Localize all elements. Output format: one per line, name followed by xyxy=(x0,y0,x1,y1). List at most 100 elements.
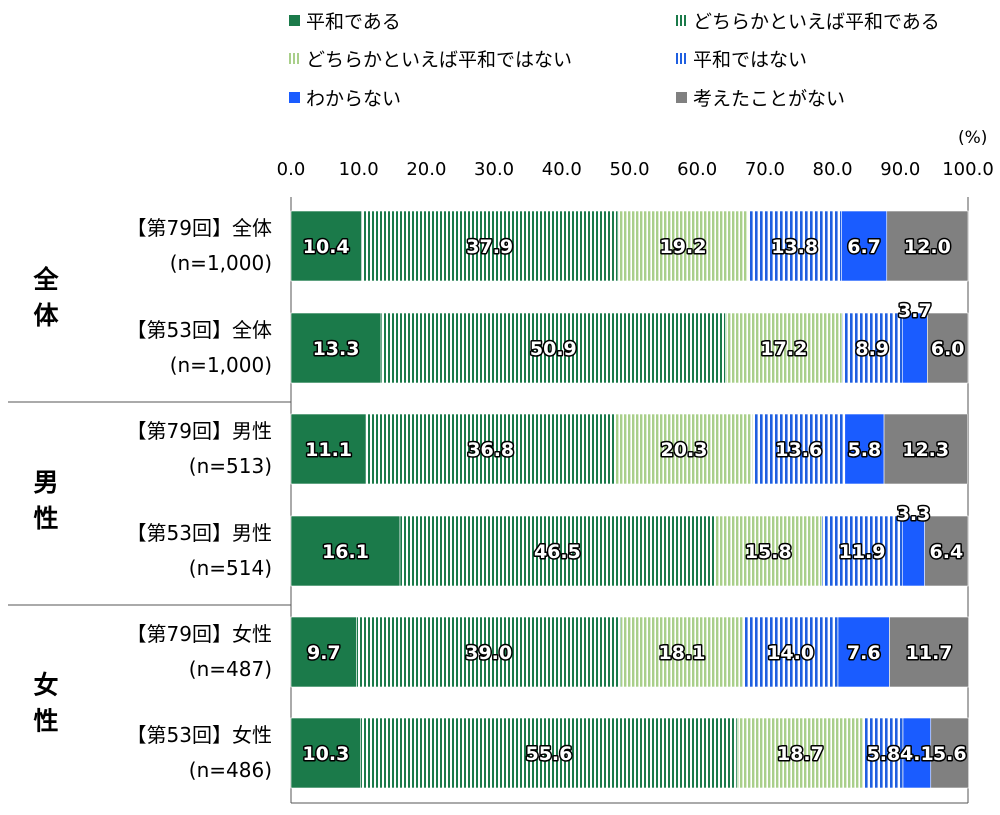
data-label: 16.1 xyxy=(322,541,369,563)
bar-segment xyxy=(886,210,969,282)
bar-segment xyxy=(747,210,842,282)
data-label: 12.0 xyxy=(904,236,951,258)
bar-segment xyxy=(930,717,969,789)
data-label: 11.7 xyxy=(906,642,953,664)
data-label: 18.7 xyxy=(777,743,824,765)
bar-segment xyxy=(837,616,890,688)
legend-label: どちらかといえば平和ではない xyxy=(306,48,573,71)
bar-segment xyxy=(290,210,362,282)
row-n-label: (n=1,000) xyxy=(170,251,272,275)
bar-segment xyxy=(725,312,843,384)
x-tick-label: 0.0 xyxy=(277,159,306,180)
x-tick-label: 60.0 xyxy=(677,159,717,180)
data-label: 55.6 xyxy=(525,743,572,765)
x-tick-label: 50.0 xyxy=(609,159,649,180)
data-label: 20.3 xyxy=(661,439,708,461)
bar-segment xyxy=(821,515,903,587)
data-label: 37.9 xyxy=(466,236,513,258)
data-label: 5.6 xyxy=(933,743,967,765)
bar-segment xyxy=(736,717,865,789)
legend-swatch xyxy=(289,52,300,64)
bar-segment xyxy=(361,210,619,282)
legend-label: どちらかといえば平和である xyxy=(693,10,940,33)
group-label: 全 xyxy=(32,265,59,294)
row-label: 【第79回】男性 xyxy=(127,419,272,443)
data-label: 15.8 xyxy=(745,541,792,563)
legend-item: わからない xyxy=(289,84,401,110)
data-label: 13.8 xyxy=(771,236,818,258)
data-label: 8.9 xyxy=(855,338,889,360)
data-label: 10.3 xyxy=(302,743,349,765)
group-label: 女 xyxy=(33,671,58,700)
group-label: 性 xyxy=(33,707,58,736)
data-label: 7.6 xyxy=(847,642,881,664)
group-label: 性 xyxy=(33,504,58,533)
legend-item: 平和である xyxy=(289,7,401,33)
data-label: 13.3 xyxy=(313,338,360,360)
data-label: 18.1 xyxy=(659,642,706,664)
data-label: 6.7 xyxy=(847,236,881,258)
data-label: 3.3 xyxy=(897,503,931,525)
bar-segment xyxy=(290,312,382,384)
bar-segment xyxy=(902,312,928,384)
bar-segment xyxy=(883,413,968,485)
x-tick-label: 30.0 xyxy=(474,159,514,180)
data-label: 5.8 xyxy=(848,439,882,461)
bar-segment xyxy=(617,210,749,282)
legend-item: 平和ではない xyxy=(676,45,807,71)
legend-label: 平和である xyxy=(306,10,401,33)
data-label: 13.6 xyxy=(775,439,822,461)
bar-segment xyxy=(841,210,888,282)
bar-segment xyxy=(614,413,754,485)
bar-segment xyxy=(380,312,726,384)
bar-segment xyxy=(290,515,401,587)
x-tick-label: 10.0 xyxy=(339,159,379,180)
bar-segment xyxy=(752,413,846,485)
x-tick-label: 20.0 xyxy=(406,159,446,180)
data-label: 11.1 xyxy=(305,439,352,461)
row-n-label: (n=513) xyxy=(189,454,272,478)
data-label: 14.0 xyxy=(767,642,814,664)
data-label: 3.7 xyxy=(898,300,932,322)
bar-segment xyxy=(844,413,885,485)
row-label: 【第53回】女性 xyxy=(127,723,272,747)
bar-segment xyxy=(714,515,823,587)
bar-segment xyxy=(290,413,367,485)
x-tick-label: 90.0 xyxy=(880,159,920,180)
legend-item: どちらかといえば平和である xyxy=(676,7,940,33)
bar-segment xyxy=(927,312,969,384)
legend-swatch xyxy=(289,14,300,26)
bar-segment xyxy=(742,616,839,688)
row-label: 【第53回】男性 xyxy=(127,521,272,545)
legend-label: 考えたことがない xyxy=(693,87,846,110)
row-n-label: (n=486) xyxy=(189,758,272,782)
row-label: 【第53回】全体 xyxy=(127,318,272,342)
bar-segment xyxy=(365,413,616,485)
group-label: 体 xyxy=(33,301,59,330)
data-label: 4.1 xyxy=(900,743,934,765)
bar-segment xyxy=(924,515,969,587)
row-n-label: (n=514) xyxy=(189,556,272,580)
bar-segment xyxy=(902,515,925,587)
bar-segment xyxy=(620,616,744,688)
row-n-label: (n=1,000) xyxy=(170,353,272,377)
x-tick-label: 40.0 xyxy=(542,159,582,180)
data-label: 10.4 xyxy=(303,236,350,258)
legend-swatch xyxy=(676,91,687,103)
bar-segment xyxy=(841,312,903,384)
row-label: 【第79回】女性 xyxy=(127,622,272,646)
legend-swatch xyxy=(676,52,687,64)
legend-item: どちらかといえば平和ではない xyxy=(289,45,572,71)
data-label: 39.0 xyxy=(465,642,512,664)
data-label: 17.2 xyxy=(760,338,807,360)
row-label: 【第79回】全体 xyxy=(127,216,272,240)
data-label: 9.7 xyxy=(307,642,341,664)
data-label: 6.4 xyxy=(930,541,964,563)
data-label: 12.3 xyxy=(902,439,949,461)
legend-swatch xyxy=(676,14,687,26)
legend-swatch xyxy=(289,91,300,103)
x-tick-label: 70.0 xyxy=(745,159,785,180)
legend-label: 平和ではない xyxy=(693,48,808,71)
legend-item: 考えたことがない xyxy=(676,84,845,110)
